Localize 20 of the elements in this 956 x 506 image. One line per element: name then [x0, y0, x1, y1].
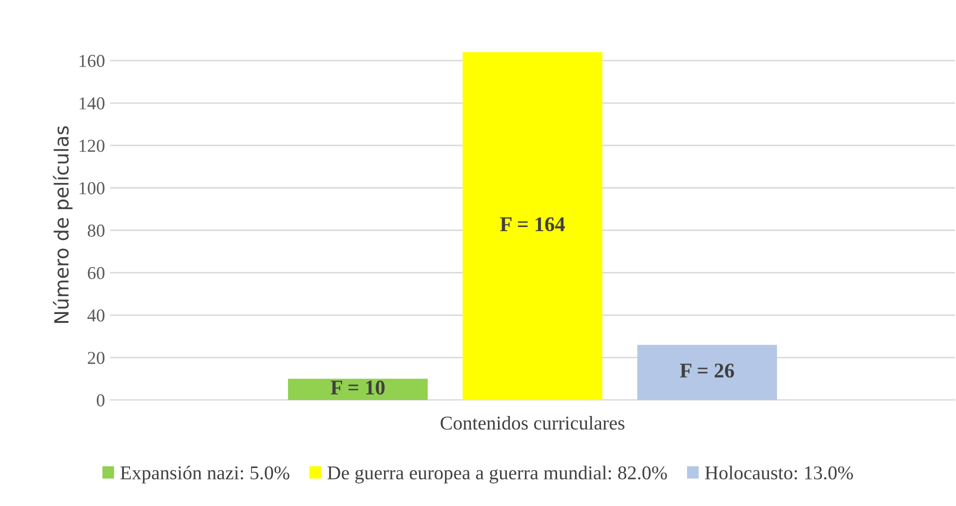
y-tick-label: 40 [87, 309, 104, 322]
y-tick-label: 20 [88, 352, 104, 364]
legend-label: Expansión nazi: 5.0% [120, 466, 290, 484]
y-tick-label: 120 [80, 140, 104, 152]
y-tick-label: 140 [80, 97, 104, 110]
y-tick-label: 60 [88, 266, 104, 280]
legend-label: De guerra europea a guerra mundial: 82.0% [327, 466, 667, 484]
y-tick-label: 0 [96, 394, 104, 406]
y-tick-label: 160 [80, 54, 104, 68]
bar [288, 378, 428, 400]
data-label: F = 26 [680, 364, 734, 378]
y-axis-title: Número de películas [52, 126, 72, 323]
bar [462, 52, 602, 400]
x-axis-title: Contenidos curriculares [440, 416, 624, 430]
bar [637, 344, 777, 400]
y-tick-label: 100 [80, 182, 104, 194]
data-label: F = 10 [330, 380, 385, 395]
legend-label: Holocausto: 13.0% [705, 466, 853, 480]
y-tick-label: 80 [88, 224, 104, 237]
data-label: F = 164 [500, 217, 565, 232]
